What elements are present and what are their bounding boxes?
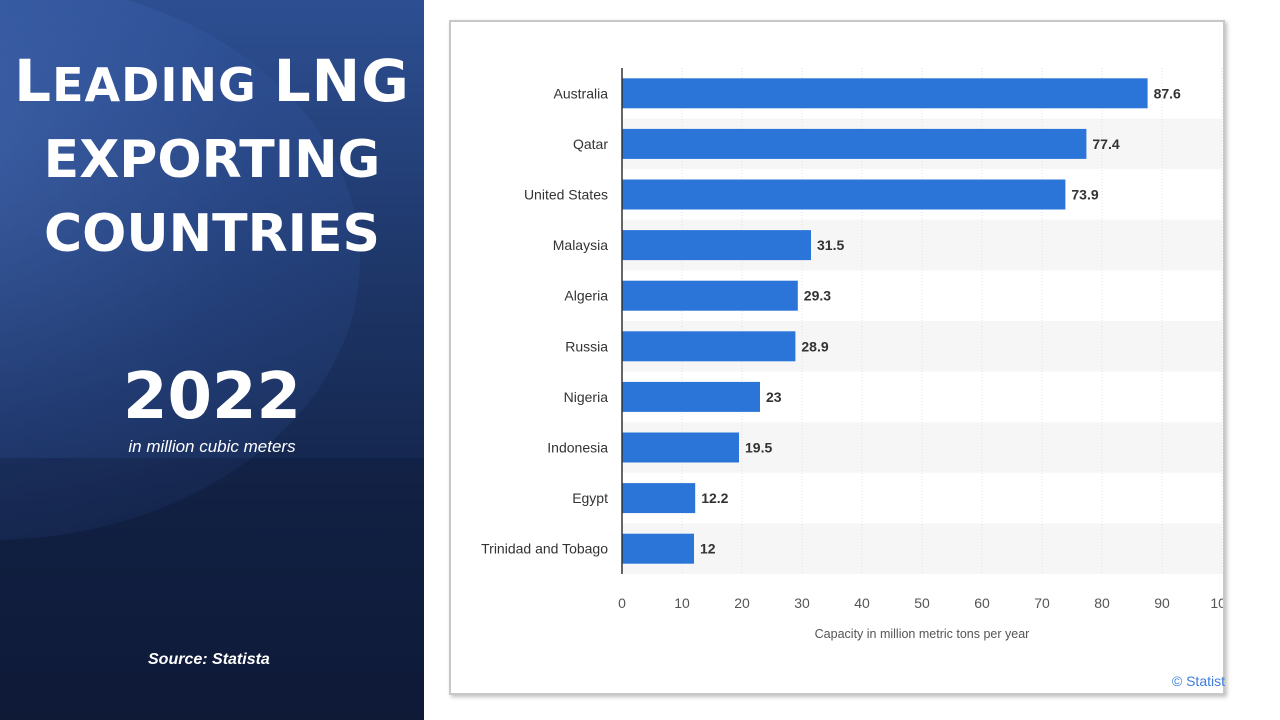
- category-label: Nigeria: [564, 389, 609, 405]
- decorative-band: [0, 458, 424, 720]
- bar: [622, 179, 1066, 210]
- bar: [622, 483, 696, 514]
- value-label: 28.9: [801, 338, 828, 354]
- statista-credit[interactable]: © Statist: [1171, 673, 1225, 689]
- category-label: Indonesia: [547, 440, 608, 456]
- bar: [622, 280, 798, 311]
- bar: [622, 432, 739, 463]
- x-tick-label: 80: [1094, 595, 1110, 611]
- year-label: 2022: [122, 360, 302, 434]
- category-label: Qatar: [573, 136, 608, 152]
- value-label: 87.6: [1154, 85, 1181, 101]
- category-label: Australia: [554, 85, 609, 101]
- category-label: Trinidad and Tobago: [481, 541, 608, 557]
- x-axis-title: Capacity in million metric tons per year: [815, 627, 1030, 641]
- value-label: 77.4: [1092, 136, 1119, 152]
- title-line-1: LEADING LNG: [14, 47, 410, 115]
- x-tick-label: 30: [794, 595, 810, 611]
- category-label: United States: [524, 187, 608, 203]
- x-tick-label: 20: [734, 595, 750, 611]
- x-tick-label: 60: [974, 595, 990, 611]
- value-label: 31.5: [817, 237, 844, 253]
- bar: [622, 331, 796, 362]
- value-label: 73.9: [1071, 187, 1098, 203]
- title-line-3: COUNTRIES: [44, 204, 380, 264]
- title-line-2: EXPORTING: [43, 130, 381, 190]
- value-label: 19.5: [745, 440, 772, 456]
- category-label: Algeria: [564, 288, 608, 304]
- x-tick-label: 100: [1210, 595, 1223, 611]
- value-label: 12: [700, 541, 716, 557]
- units-label: in million cubic meters: [128, 437, 296, 456]
- x-tick-label: 10: [674, 595, 690, 611]
- bar: [622, 128, 1087, 159]
- source-label: Source: Statista: [148, 651, 270, 668]
- x-tick-label: 90: [1154, 595, 1170, 611]
- value-label: 23: [766, 389, 782, 405]
- value-label: 29.3: [804, 288, 831, 304]
- category-label: Egypt: [572, 490, 608, 506]
- x-tick-label: 40: [854, 595, 870, 611]
- chart-card: Australia 87.6 Qatar 77.4 United States 73.9 M…: [449, 20, 1225, 695]
- category-label: Russia: [565, 338, 608, 354]
- value-label: 12.2: [701, 490, 728, 506]
- title-panel: LEADING LNG EXPORTING COUNTRIES 2022 in …: [0, 0, 424, 720]
- category-label: Malaysia: [553, 237, 608, 253]
- x-tick-label: 0: [618, 595, 626, 611]
- x-tick-label: 70: [1034, 595, 1050, 611]
- bar-chart: Australia 87.6 Qatar 77.4 United States 73.9 M…: [481, 68, 1223, 641]
- bar: [622, 230, 811, 261]
- bar: [622, 381, 760, 412]
- bar: [622, 533, 694, 564]
- bar: [622, 78, 1148, 109]
- x-tick-label: 50: [914, 595, 930, 611]
